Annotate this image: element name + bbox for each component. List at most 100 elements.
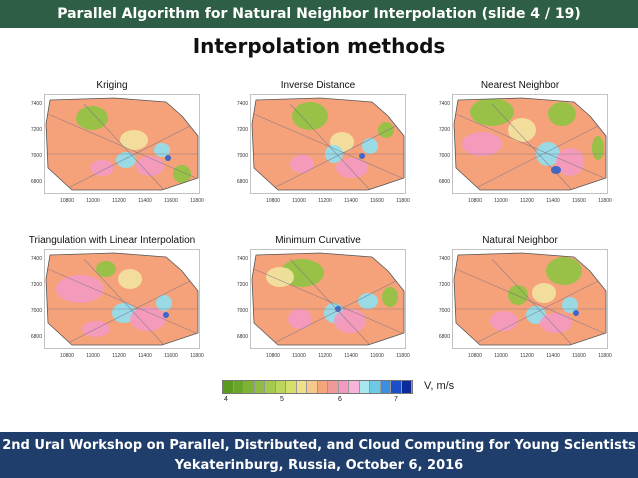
map-plot <box>250 249 406 349</box>
map-plot <box>452 249 608 349</box>
map-region <box>540 313 572 333</box>
map-region <box>462 132 502 156</box>
legend-swatch <box>265 381 276 393</box>
y-tick-label: 7200 <box>438 282 450 288</box>
slide-footer: 2nd Ural Workshop on Parallel, Distribut… <box>0 432 638 478</box>
profile-line <box>471 123 603 190</box>
panel-triangulation: Triangulation with Linear Interpolation … <box>24 235 204 375</box>
y-tick-label: 7000 <box>236 153 248 159</box>
y-tick-label: 7400 <box>30 101 42 107</box>
map-plot <box>250 94 406 194</box>
y-tick-label: 6800 <box>236 179 248 185</box>
panel-title: Inverse Distance <box>280 80 356 91</box>
x-tick-label: 11200 <box>112 353 126 359</box>
map-outline <box>45 252 199 346</box>
map-region <box>546 257 582 285</box>
y-tick-label: 7400 <box>438 101 450 107</box>
map-region <box>334 309 366 333</box>
x-tick-label: 11400 <box>344 353 358 359</box>
interpolated-map <box>452 249 608 349</box>
x-tick-label: 10800 <box>60 353 74 359</box>
x-tick-label: 11600 <box>572 353 586 359</box>
map-region <box>470 98 514 126</box>
x-tick-label: 11800 <box>190 353 204 359</box>
y-tick-label: 7200 <box>236 127 248 133</box>
map-region <box>116 152 136 168</box>
x-tick-label: 11400 <box>138 353 152 359</box>
map-region <box>508 285 528 305</box>
map-region <box>526 306 546 324</box>
map-outline <box>453 252 607 346</box>
legend-swatch <box>317 381 328 393</box>
map-base-region <box>252 98 404 190</box>
interpolated-map <box>452 94 608 194</box>
map-region <box>378 122 394 138</box>
y-tick-label: 7200 <box>438 127 450 133</box>
panel-title: Kriging <box>96 80 128 91</box>
legend-swatch <box>349 381 360 393</box>
map-region <box>165 155 171 161</box>
map-region <box>163 312 169 318</box>
x-tick-label: 11200 <box>318 353 332 359</box>
slide-header: Parallel Algorithm for Natural Neighbor … <box>0 0 638 28</box>
map-region <box>288 309 312 329</box>
y-tick-label: 7000 <box>438 153 450 159</box>
profile-line <box>491 258 573 345</box>
y-tick-label: 7200 <box>236 282 248 288</box>
profile-line <box>83 103 165 190</box>
legend-swatch <box>296 381 307 393</box>
legend-tick: 5 <box>280 396 284 403</box>
panel-title: Nearest Neighbor <box>480 80 560 91</box>
legend-swatch <box>370 381 381 393</box>
profile-line <box>491 103 573 190</box>
interpolated-map <box>250 94 406 194</box>
y-tick-label: 7000 <box>30 153 42 159</box>
y-tick-label: 7000 <box>30 308 42 314</box>
panel-title: Triangulation with Linear Interpolation <box>28 235 196 246</box>
map-plot <box>44 94 200 194</box>
x-tick-label: 11600 <box>370 353 384 359</box>
y-tick-label: 7000 <box>438 308 450 314</box>
x-tick-label: 11000 <box>494 198 508 204</box>
x-tick-label: 11800 <box>598 198 612 204</box>
x-tick-label: 11600 <box>370 198 384 204</box>
plot-frame <box>452 249 608 349</box>
map-region <box>358 293 378 309</box>
map-region <box>173 165 191 183</box>
x-tick-label: 11000 <box>292 198 306 204</box>
x-tick-label: 11800 <box>190 198 204 204</box>
x-tick-label: 11600 <box>572 198 586 204</box>
y-tick-label: 7200 <box>30 282 42 288</box>
x-tick-label: 10800 <box>266 353 280 359</box>
legend-tick: 6 <box>338 396 342 403</box>
map-region <box>120 130 148 150</box>
profile-line <box>47 113 197 179</box>
map-region <box>90 160 114 176</box>
x-tick-label: 11800 <box>396 353 410 359</box>
map-region <box>154 143 170 157</box>
plot-frame <box>44 249 200 349</box>
map-outline <box>251 252 405 346</box>
plot-frame <box>452 94 608 194</box>
y-tick-label: 7400 <box>438 256 450 262</box>
y-tick-label: 7400 <box>236 101 248 107</box>
legend-tick: 4 <box>224 396 228 403</box>
map-outline <box>251 97 405 191</box>
plot-frame <box>250 249 406 349</box>
panel-inverse-distance: Inverse Distance 7400 7200 7000 6800 10800 11… <box>230 80 410 220</box>
legend-swatch <box>233 381 244 393</box>
x-tick-label: 11800 <box>396 198 410 204</box>
map-region <box>96 261 116 277</box>
footer-line-2: Yekaterinburg, Russia, October 6, 2016 <box>174 458 464 473</box>
map-region <box>112 303 136 323</box>
y-tick-label: 7400 <box>236 256 248 262</box>
map-region <box>336 158 368 178</box>
profile-line <box>63 278 195 345</box>
y-tick-label: 6800 <box>30 179 42 185</box>
map-region <box>136 156 164 176</box>
x-tick-label: 11600 <box>164 198 178 204</box>
legend-swatch <box>338 381 349 393</box>
profile-line <box>471 278 603 345</box>
x-tick-label: 11000 <box>292 353 306 359</box>
x-tick-label: 10800 <box>468 353 482 359</box>
